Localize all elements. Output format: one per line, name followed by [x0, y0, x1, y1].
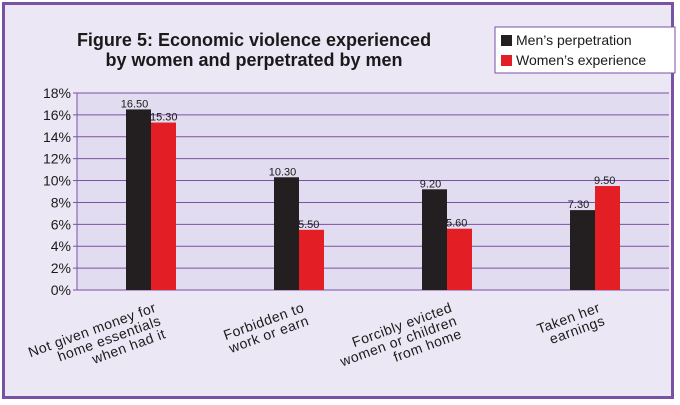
legend-label-women: Women’s experience [516, 52, 646, 68]
bar-women [151, 122, 176, 290]
y-tick-label: 4% [51, 238, 71, 254]
chart-svg: Figure 5: Economic violence experienced … [26, 26, 676, 370]
y-tick-label: 6% [51, 216, 71, 232]
chart-title-line-2: by women and perpetrated by men [105, 50, 402, 70]
bar-men [274, 177, 299, 290]
bar-men [422, 189, 447, 290]
bar-women [595, 186, 620, 290]
chart-frame: Figure 5: Economic violence experienced … [2, 2, 676, 399]
bar-men [126, 109, 151, 291]
y-tick-label: 2% [51, 260, 71, 276]
legend-label-men: Men’s perpetration [516, 32, 632, 48]
data-label: 7.30 [568, 199, 589, 211]
y-tick-label: 18% [43, 85, 71, 101]
legend-box [494, 26, 676, 74]
y-tick-label: 14% [43, 129, 71, 145]
y-tick-label: 12% [43, 151, 71, 167]
data-label: 5.60 [446, 218, 467, 230]
data-label: 10.30 [269, 166, 297, 178]
bar-women [447, 228, 472, 290]
legend-swatch-men [501, 35, 512, 46]
data-label: 16.50 [121, 98, 149, 110]
legend: Men’s perpetration Women’s experience [494, 26, 676, 74]
y-tick-label: 0% [51, 282, 71, 298]
data-label: 15.30 [150, 112, 178, 124]
bar-men [570, 210, 595, 290]
chart-title-line-1: Figure 5: Economic violence experienced [77, 30, 431, 50]
legend-swatch-women [501, 55, 512, 66]
y-tick-label: 8% [51, 194, 71, 210]
data-label: 9.20 [420, 178, 441, 190]
data-label: 5.50 [298, 219, 319, 231]
bar-women [299, 229, 324, 290]
y-tick-label: 16% [43, 107, 71, 123]
data-label: 9.50 [594, 175, 615, 187]
y-tick-label: 10% [43, 173, 71, 189]
